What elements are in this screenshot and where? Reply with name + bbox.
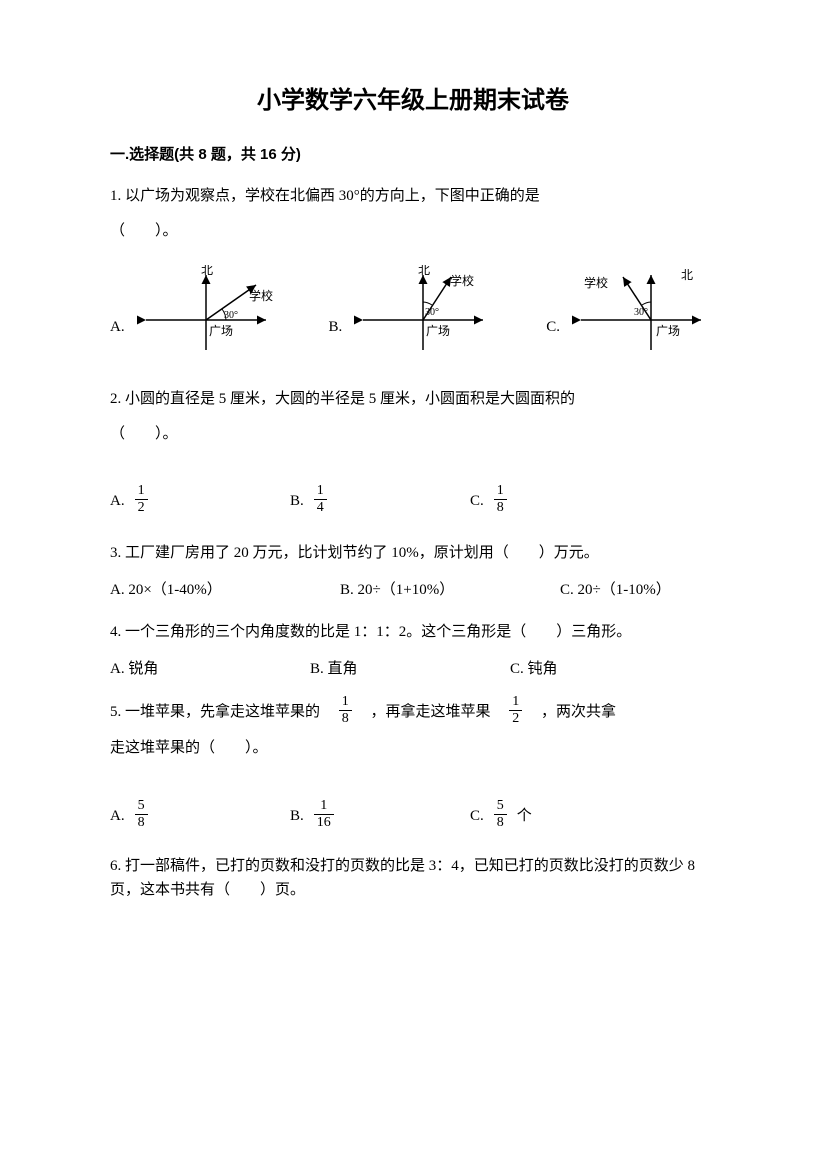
diagram-a: 北 学校 30° 广场 [131,265,281,355]
q1-opt-b-label: B. [329,313,343,356]
fraction-icon: 5 8 [135,799,148,830]
q5-line2: 走这堆苹果的（ ）。 [110,734,716,763]
svg-text:学校: 学校 [249,288,273,303]
fraction-icon: 1 4 [314,484,327,515]
question-5: 5. 一堆苹果，先拿走这堆苹果的 1 8 ，再拿走这堆苹果 1 2 ，两次共拿 … [110,697,716,832]
q2-line2: （ ）。 [110,420,716,449]
q4-opt-a: A. 锐角 [110,655,310,684]
q5-line1: 5. 一堆苹果，先拿走这堆苹果的 1 8 ，再拿走这堆苹果 1 2 ，两次共拿 [110,697,716,728]
svg-text:广场: 广场 [426,324,450,338]
question-2: 2. 小圆的直径是 5 厘米，大圆的半径是 5 厘米，小圆面积是大圆面积的 （ … [110,385,716,517]
q1-opt-c-label: C. [546,313,560,356]
svg-text:学校: 学校 [450,273,474,288]
fraction-icon: 1 8 [494,484,507,515]
q5-options: A. 5 8 B. 1 16 C. 5 8 个 [110,801,716,832]
question-4: 4. 一个三角形的三个内角度数的比是 1：1：2。这个三角形是（ ）三角形。 A… [110,618,716,683]
q1-line1: 1. 以广场为观察点，学校在北偏西 30°的方向上，下图中正确的是 [110,182,716,211]
svg-text:学校: 学校 [584,275,608,290]
diagram-b: 北 学校 30° 广场 [348,265,498,355]
diagram-c: 北 学校 30° 广场 [566,265,716,355]
q1-option-c: C. 北 学校 30° 广场 [546,265,716,355]
q5-opt-a: A. 5 8 [110,801,290,832]
q1-option-a: A. 北 学校 30° [110,265,281,355]
svg-text:北: 北 [681,268,693,282]
q1-option-b: B. 北 学校 30° 广场 [329,265,499,355]
svg-text:30°: 30° [634,307,648,318]
fraction-icon: 1 16 [314,799,334,830]
q1-opt-a-label: A. [110,313,125,356]
exam-page: 小学数学六年级上册期末试卷 一.选择题(共 8 题，共 16 分) 1. 以广场… [0,0,826,1169]
question-3: 3. 工厂建厂房用了 20 万元，比计划节约了 10%，原计划用（ ）万元。 A… [110,539,716,604]
q3-opt-a: A. 20×（1-40%） [110,576,340,605]
q4-options: A. 锐角 B. 直角 C. 钝角 [110,655,716,684]
q6-text: 6. 打一部稿件，已打的页数和没打的页数的比是 3：4，已知已打的页数比没打的页… [110,854,716,902]
fraction-icon: 1 8 [339,695,352,726]
q2-options: A. 1 2 B. 1 4 C. 1 8 [110,486,716,517]
section-1-header: 一.选择题(共 8 题，共 16 分) [110,143,716,164]
q4-opt-b: B. 直角 [310,655,510,684]
q5-opt-b: B. 1 16 [290,801,470,832]
svg-text:广场: 广场 [209,324,233,338]
svg-text:30°: 30° [224,310,238,321]
svg-text:北: 北 [418,265,430,277]
fraction-icon: 1 2 [135,484,148,515]
q2-opt-b: B. 1 4 [290,486,470,517]
q2-line1: 2. 小圆的直径是 5 厘米，大圆的半径是 5 厘米，小圆面积是大圆面积的 [110,385,716,414]
q2-opt-a: A. 1 2 [110,486,290,517]
q1-line2: （ ）。 [110,217,716,246]
q3-options: A. 20×（1-40%） B. 20÷（1+10%） C. 20÷（1-10%… [110,576,716,605]
svg-text:广场: 广场 [656,324,680,338]
fraction-icon: 1 2 [509,695,522,726]
q4-opt-c: C. 钝角 [510,655,558,684]
q5-opt-c: C. 5 8 个 [470,801,532,832]
question-6: 6. 打一部稿件，已打的页数和没打的页数的比是 3：4，已知已打的页数比没打的页… [110,854,716,902]
q4-text: 4. 一个三角形的三个内角度数的比是 1：1：2。这个三角形是（ ）三角形。 [110,618,716,647]
q2-opt-c: C. 1 8 [470,486,507,517]
q3-opt-b: B. 20÷（1+10%） [340,576,560,605]
q3-opt-c: C. 20÷（1-10%） [560,576,671,605]
svg-text:北: 北 [201,265,213,277]
q1-diagrams: A. 北 学校 30° [110,265,716,355]
q3-text: 3. 工厂建厂房用了 20 万元，比计划节约了 10%，原计划用（ ）万元。 [110,539,716,568]
page-title: 小学数学六年级上册期末试卷 [110,80,716,115]
fraction-icon: 5 8 [494,799,507,830]
question-1: 1. 以广场为观察点，学校在北偏西 30°的方向上，下图中正确的是 （ ）。 A… [110,182,716,355]
svg-text:30°: 30° [425,307,439,318]
